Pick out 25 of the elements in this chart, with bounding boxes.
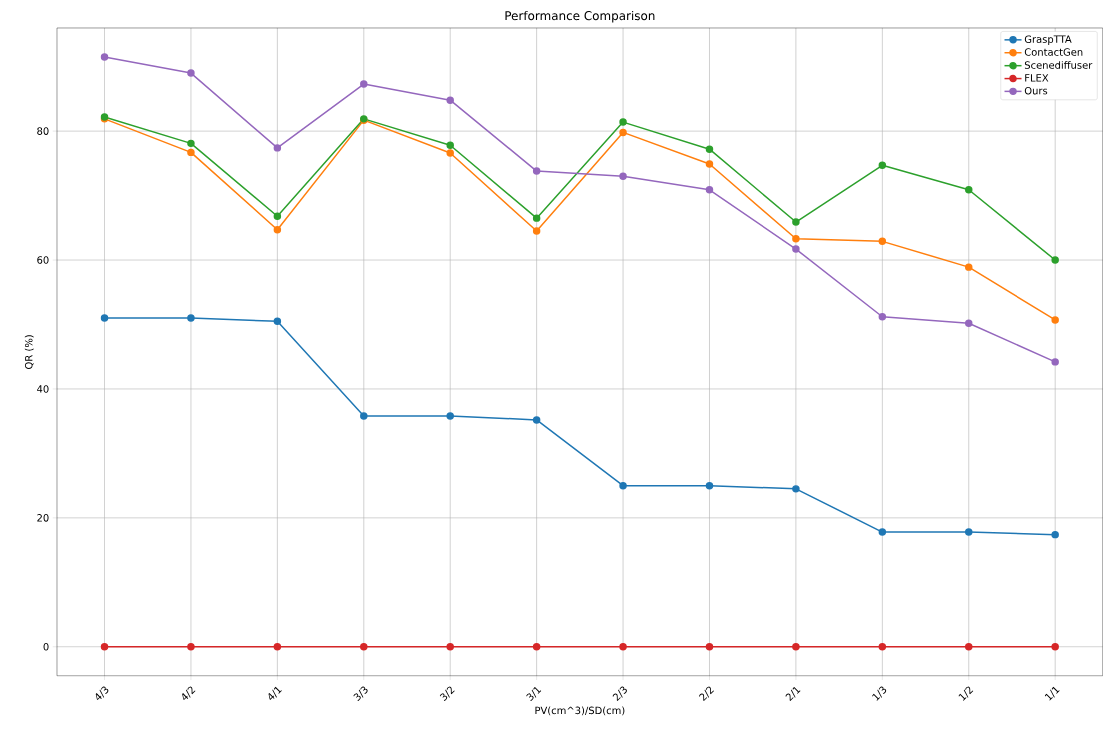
legend-label: Ours (1024, 87, 1048, 95)
x-tick-label: 2/1 (785, 687, 801, 702)
x-tick-label: 4/1 (268, 686, 282, 701)
y-tick-label: 80 (37, 127, 49, 135)
x-tick-label: 1/3 (872, 686, 887, 701)
y-axis-title: QR (%) (24, 335, 34, 370)
x-tick-label: 4/3 (95, 686, 109, 701)
x-axis-title: PV(cm^3)/SD(cm) (535, 706, 625, 716)
x-tick-label: 2/3 (612, 686, 627, 702)
y-tick-label: 60 (37, 256, 49, 264)
x-tick-label: 3/2 (439, 686, 455, 701)
x-tick-label: 2/2 (699, 686, 715, 702)
y-tick-label: 40 (37, 385, 49, 393)
legend-label: GraspTTA (1024, 35, 1072, 45)
legend-label: FLEX (1025, 74, 1049, 82)
legend-label: Scenediffuser (1024, 61, 1093, 69)
x-tick-label: 3/3 (353, 686, 368, 701)
x-tick-label: 1/2 (958, 686, 974, 701)
chart-title: Performance Comparison (505, 11, 655, 23)
x-tick-label: 3/1 (526, 687, 542, 701)
x-tick-label: 4/2 (182, 686, 196, 701)
y-tick-label: 20 (37, 514, 49, 522)
legend-label: ContactGen (1024, 48, 1083, 56)
y-tick-label: 0 (43, 643, 49, 651)
x-tick-label: 1/1 (1044, 686, 1060, 701)
